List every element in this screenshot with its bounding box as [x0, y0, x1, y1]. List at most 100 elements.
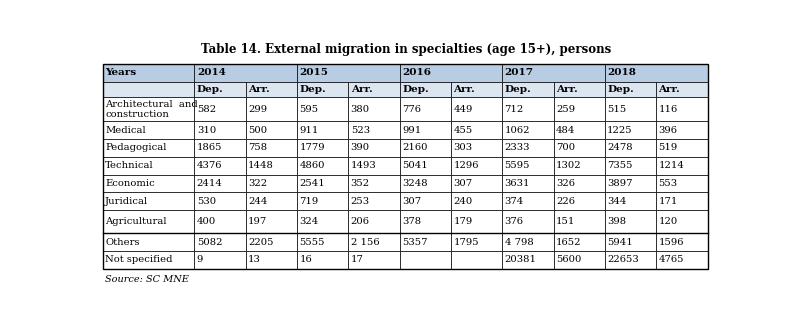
Bar: [605, 210, 656, 233]
Bar: [103, 210, 194, 233]
Text: 16: 16: [300, 256, 312, 264]
Bar: [246, 139, 297, 157]
Bar: [348, 210, 400, 233]
Text: 378: 378: [402, 217, 421, 226]
Bar: [103, 192, 194, 210]
Bar: [605, 121, 656, 139]
Bar: [502, 174, 554, 192]
Bar: [656, 82, 707, 97]
Bar: [502, 192, 554, 210]
Bar: [348, 157, 400, 174]
Bar: [656, 157, 707, 174]
Bar: [400, 251, 451, 269]
Bar: [348, 251, 400, 269]
Bar: [400, 210, 451, 233]
Bar: [246, 210, 297, 233]
Text: Arr.: Arr.: [556, 85, 577, 94]
Text: 1493: 1493: [351, 161, 377, 170]
Bar: [605, 233, 656, 251]
Text: 530: 530: [197, 197, 216, 206]
Text: Dep.: Dep.: [402, 85, 429, 94]
Text: 324: 324: [300, 217, 319, 226]
Bar: [103, 139, 194, 157]
Bar: [554, 210, 605, 233]
Text: 5082: 5082: [197, 238, 222, 247]
Bar: [400, 121, 451, 139]
Text: 2014: 2014: [197, 68, 226, 77]
Text: Source: SC MNE: Source: SC MNE: [105, 275, 189, 284]
Bar: [103, 64, 194, 82]
Bar: [297, 82, 348, 97]
Bar: [194, 82, 246, 97]
Text: 307: 307: [402, 197, 421, 206]
Bar: [451, 251, 502, 269]
Bar: [194, 97, 246, 121]
Text: Dep.: Dep.: [300, 85, 326, 94]
Text: Not specified: Not specified: [105, 256, 173, 264]
Text: 4376: 4376: [197, 161, 222, 170]
Text: 2205: 2205: [248, 238, 274, 247]
Bar: [656, 121, 707, 139]
Bar: [605, 174, 656, 192]
Bar: [554, 82, 605, 97]
Text: 1062: 1062: [504, 126, 530, 135]
Text: 595: 595: [300, 105, 319, 113]
Bar: [400, 233, 451, 251]
Bar: [656, 192, 707, 210]
Text: 484: 484: [556, 126, 575, 135]
Text: 553: 553: [658, 179, 678, 188]
Bar: [246, 233, 297, 251]
Bar: [605, 64, 707, 82]
Bar: [451, 139, 502, 157]
Bar: [554, 251, 605, 269]
Bar: [348, 233, 400, 251]
Bar: [194, 233, 246, 251]
Bar: [400, 64, 502, 82]
Text: 449: 449: [454, 105, 473, 113]
Bar: [554, 157, 605, 174]
Bar: [554, 174, 605, 192]
Bar: [103, 174, 194, 192]
Bar: [400, 157, 451, 174]
Bar: [502, 251, 554, 269]
Text: 226: 226: [556, 197, 575, 206]
Bar: [656, 97, 707, 121]
Text: 240: 240: [454, 197, 473, 206]
Bar: [656, 174, 707, 192]
Text: Pedagogical: Pedagogical: [105, 143, 167, 153]
Bar: [194, 139, 246, 157]
Text: 376: 376: [504, 217, 523, 226]
Text: Dep.: Dep.: [504, 85, 531, 94]
Text: 455: 455: [454, 126, 473, 135]
Text: 4765: 4765: [658, 256, 684, 264]
Bar: [656, 139, 707, 157]
Bar: [656, 233, 707, 251]
Bar: [246, 82, 297, 97]
Text: 5595: 5595: [504, 161, 530, 170]
Text: 326: 326: [556, 179, 575, 188]
Text: 396: 396: [658, 126, 677, 135]
Bar: [400, 192, 451, 210]
Bar: [297, 64, 400, 82]
Bar: [194, 64, 297, 82]
Bar: [103, 82, 194, 97]
Text: 352: 352: [351, 179, 370, 188]
Bar: [194, 174, 246, 192]
Text: 1865: 1865: [197, 143, 222, 153]
Text: 20381: 20381: [504, 256, 537, 264]
Text: 911: 911: [300, 126, 319, 135]
Text: 5555: 5555: [300, 238, 325, 247]
Text: 5600: 5600: [556, 256, 581, 264]
Text: 500: 500: [248, 126, 267, 135]
Bar: [451, 233, 502, 251]
Text: Others: Others: [105, 238, 140, 247]
Text: 1596: 1596: [658, 238, 684, 247]
Text: Dep.: Dep.: [607, 85, 634, 94]
Text: Arr.: Arr.: [351, 85, 373, 94]
Bar: [502, 233, 554, 251]
Text: 3897: 3897: [607, 179, 633, 188]
Bar: [502, 121, 554, 139]
Text: 2018: 2018: [607, 68, 636, 77]
Text: 2333: 2333: [504, 143, 530, 153]
Text: 374: 374: [504, 197, 524, 206]
